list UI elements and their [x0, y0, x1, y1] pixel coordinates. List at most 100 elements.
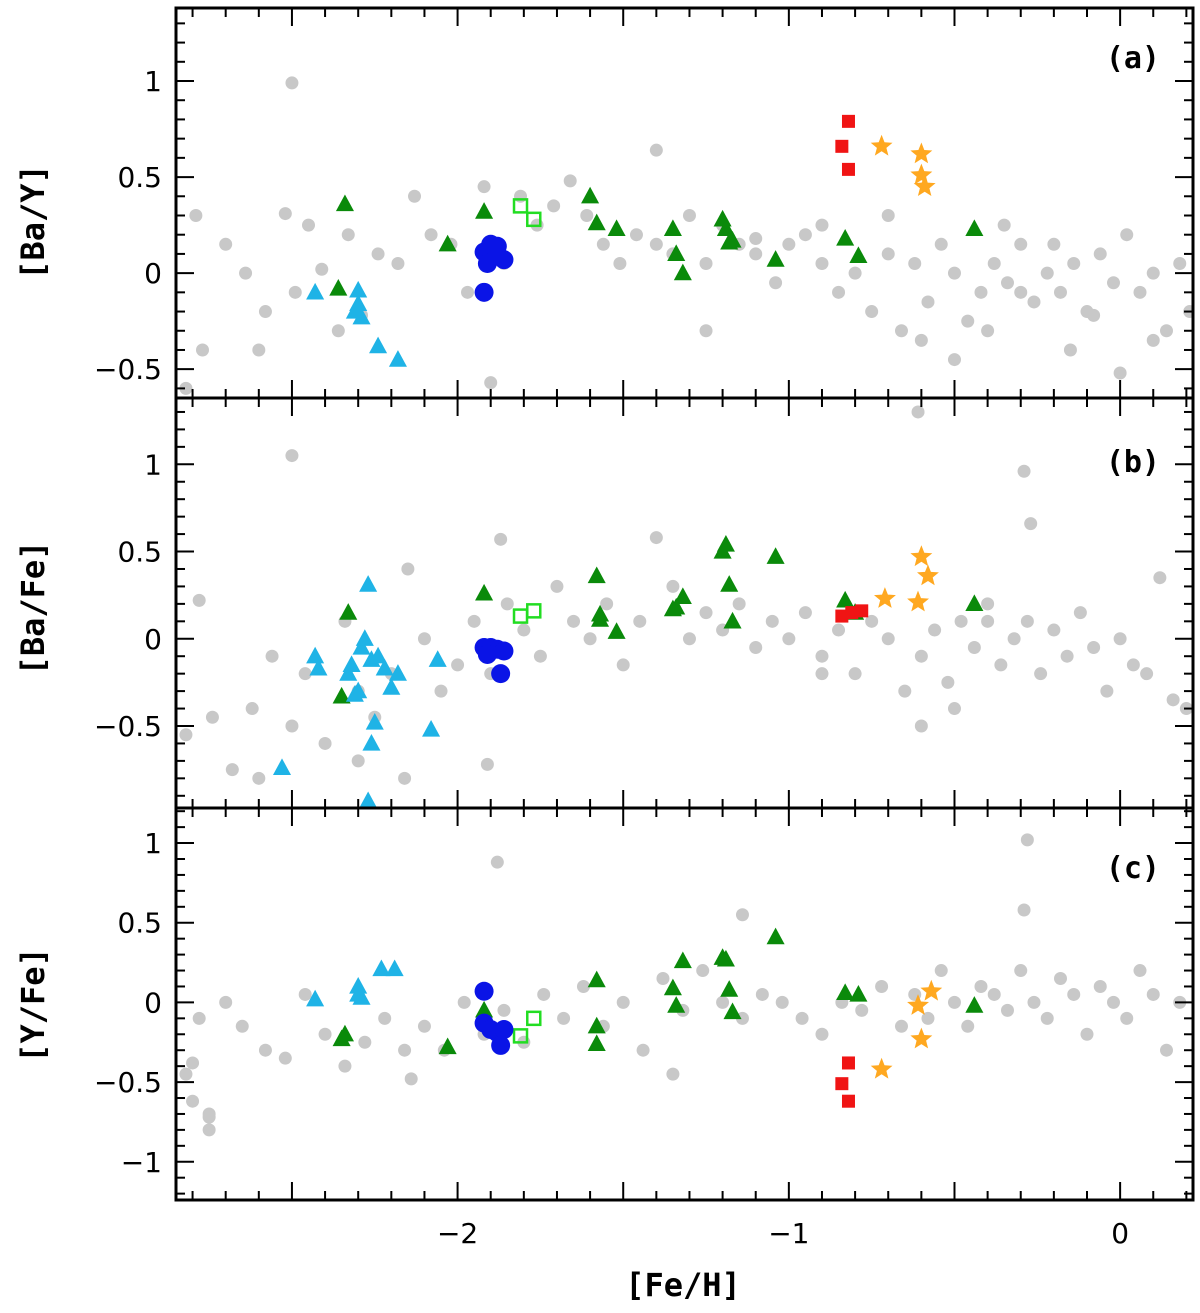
background-series: [179, 833, 1187, 1137]
green-triangles-point: [723, 611, 742, 629]
blue-circles-point: [477, 644, 497, 664]
background-point: [815, 257, 829, 271]
background-point: [192, 593, 206, 607]
green-triangles-point: [663, 219, 682, 237]
background-point: [1080, 1027, 1094, 1041]
green-triangles-point: [849, 246, 868, 263]
orange-stars-series: [874, 545, 939, 612]
background-point: [921, 1011, 935, 1025]
orange-stars-point: [913, 175, 936, 196]
background-point: [1087, 308, 1101, 322]
background-point: [656, 972, 670, 986]
blue-circles-point: [491, 1035, 511, 1055]
background-point: [769, 276, 783, 290]
background-point: [961, 314, 975, 328]
background-point: [1120, 228, 1134, 242]
background-point: [288, 285, 302, 299]
cyan-triangles-point: [365, 713, 384, 730]
background-point: [649, 143, 663, 157]
background-point: [202, 1123, 216, 1137]
background-point: [735, 908, 749, 922]
background-point: [1093, 247, 1107, 261]
background-point: [1159, 1043, 1173, 1057]
green-triangles-point: [667, 597, 686, 615]
panel-a: −0.5 0 0.5 1 (a) [Ba/Y]: [14, 6, 1195, 400]
green-triangles-point: [587, 213, 606, 231]
background-point: [477, 180, 491, 194]
background-point: [497, 1003, 511, 1017]
background-point: [947, 266, 961, 280]
background-point: [1047, 623, 1061, 637]
background-point: [338, 1059, 352, 1073]
green-triangles-point: [723, 230, 742, 248]
background-point: [815, 649, 829, 663]
background-point: [782, 632, 796, 646]
background-point: [424, 228, 438, 242]
y-tick-label: −0.5: [94, 1066, 162, 1099]
orange-stars-point: [870, 1057, 893, 1079]
x-axis-tick-labels: −2 −1 0: [437, 1217, 1129, 1250]
background-point: [981, 597, 995, 611]
background-point: [235, 1019, 249, 1033]
background-point: [815, 667, 829, 681]
green-triangles-point: [475, 583, 494, 601]
y-tick-label: −1: [121, 1146, 162, 1179]
green-triangles-point: [720, 575, 739, 592]
background-point: [278, 207, 292, 221]
cyan-triangles-series: [306, 959, 404, 1007]
red-squares-series: [835, 114, 855, 176]
green-triangles-point: [339, 603, 358, 620]
background-point: [457, 995, 471, 1009]
background-point: [537, 987, 551, 1001]
cyan-triangles-point: [369, 336, 388, 354]
background-point: [699, 606, 713, 620]
background-point: [285, 719, 299, 733]
open-squares-series: [512, 603, 542, 624]
background-point: [795, 1011, 809, 1025]
background-point: [749, 247, 763, 261]
panel-b-tag: (b): [1106, 445, 1160, 480]
green-triangles-point: [475, 202, 494, 219]
background-point: [451, 658, 465, 672]
green-triangles-point: [965, 594, 984, 611]
cyan-triangles-point: [352, 307, 371, 325]
cyan-triangles-point: [362, 733, 381, 751]
background-point: [974, 285, 988, 299]
cyan-triangles-point: [306, 646, 325, 664]
green-triangles-point: [836, 590, 855, 608]
cyan-triangles-point: [309, 658, 328, 676]
panel-c-ticks: −1 −0.5 0 0.5 1: [94, 808, 1193, 1200]
open-squares-point: [512, 1028, 529, 1044]
background-point: [1067, 257, 1081, 271]
background-point: [815, 1027, 829, 1041]
background-point: [1000, 1003, 1014, 1017]
orange-stars-point: [907, 994, 929, 1015]
green-triangles-point: [720, 980, 739, 997]
background-point: [1024, 517, 1038, 531]
background-point: [202, 1107, 216, 1121]
background-point: [961, 1019, 975, 1033]
background-point: [921, 295, 935, 309]
background-point: [967, 640, 981, 654]
background-point: [1017, 903, 1031, 917]
x-tick-label: 0: [1111, 1217, 1129, 1250]
background-point: [596, 237, 610, 251]
cyan-triangles-point: [306, 282, 325, 300]
background-point: [633, 614, 647, 628]
green-triangles-point: [335, 194, 354, 212]
green-triangles-point: [836, 983, 855, 1000]
green-triangles-point: [607, 219, 626, 237]
cyan-triangles-point: [372, 959, 391, 977]
green-triangles-point: [723, 1002, 742, 1020]
background-point: [696, 964, 710, 978]
background-point: [941, 675, 955, 689]
orange-stars-point: [920, 979, 943, 1001]
x-tick-label: −2: [437, 1217, 478, 1250]
background-point: [517, 623, 531, 637]
background-point: [881, 247, 895, 261]
background-point: [894, 1019, 908, 1033]
background-point: [947, 702, 961, 716]
open-squares-point: [512, 198, 529, 214]
cyan-triangles-point: [359, 791, 378, 808]
